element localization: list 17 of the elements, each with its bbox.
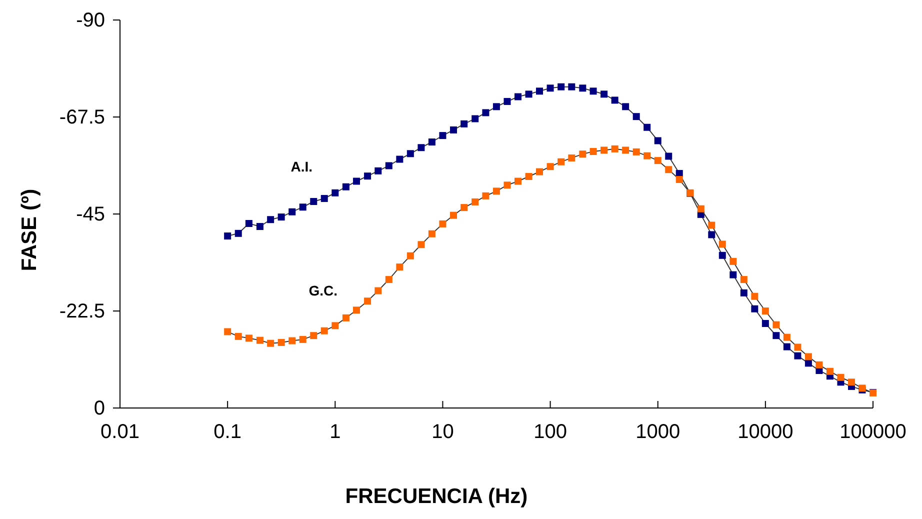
x-axis-title: FRECUENCIA (Hz) bbox=[345, 485, 528, 508]
x-tick-label: 100000 bbox=[840, 421, 906, 444]
x-tick-label: 1000 bbox=[636, 421, 680, 444]
x-tick-label: 0.01 bbox=[100, 421, 140, 444]
y-axis-title: FASE (º) bbox=[18, 188, 41, 272]
x-tick-label: 1 bbox=[330, 421, 341, 444]
series-label: G.C. bbox=[308, 282, 338, 299]
series-label: A.I. bbox=[290, 158, 313, 174]
y-tick-label: -90 bbox=[76, 9, 105, 32]
y-tick-label: -22.5 bbox=[59, 300, 105, 322]
x-tick-label: 10 bbox=[432, 421, 454, 444]
x-tick-label: 10000 bbox=[738, 421, 794, 444]
x-tick-label: 100 bbox=[534, 421, 567, 444]
x-tick-label: 0.1 bbox=[214, 421, 242, 444]
y-tick-label: -67.5 bbox=[59, 106, 105, 128]
y-tick-label: 0 bbox=[94, 397, 105, 420]
y-tick-label: -45 bbox=[76, 203, 105, 226]
